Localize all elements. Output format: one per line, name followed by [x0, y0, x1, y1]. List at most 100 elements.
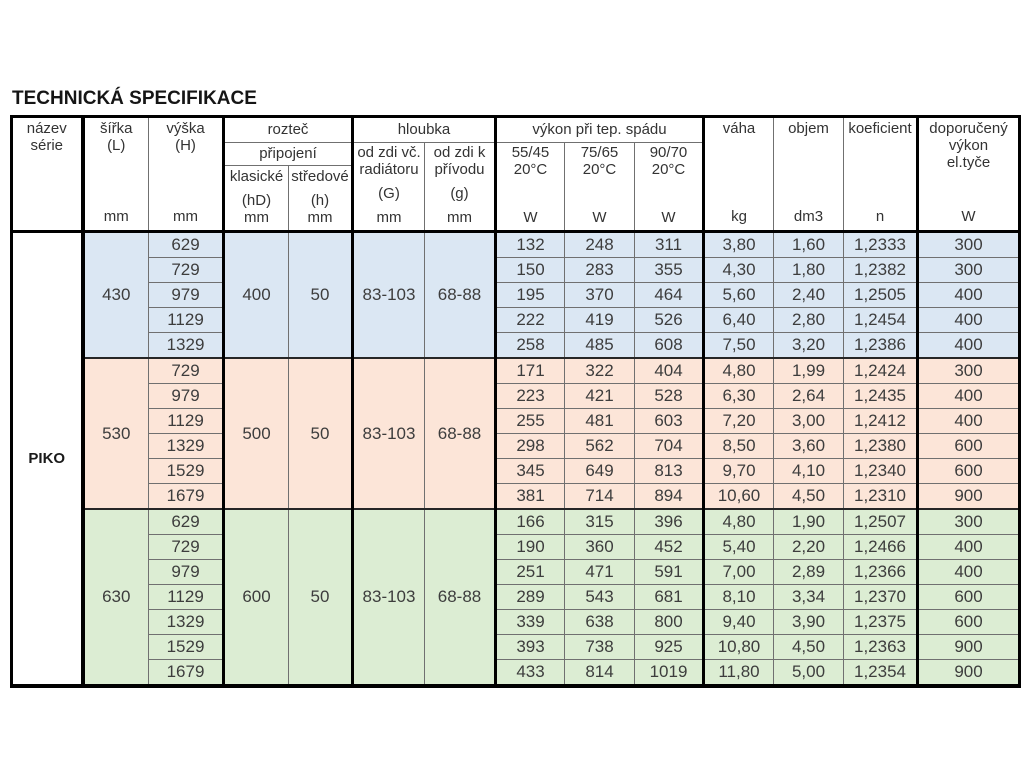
pitch-classic-cell: 600 — [223, 508, 289, 687]
volume-cell: 3,90 — [773, 609, 844, 635]
height-cell: 729 — [148, 357, 225, 384]
height-cell: 729 — [148, 534, 225, 560]
col-header-depth-incl-line2: radiátoru — [359, 160, 419, 178]
power-75-65-cell: 814 — [564, 659, 635, 687]
power-75-65-cell: 322 — [564, 357, 635, 384]
col-header-width-label: šířka — [99, 120, 133, 137]
power-75-65-cell: 248 — [564, 230, 635, 258]
coefficient-cell: 1,2333 — [843, 230, 919, 258]
page-title: TECHNICKÁ SPECIFIKACE — [12, 88, 257, 109]
volume-cell: 5,00 — [773, 659, 844, 687]
depth-supply-cell: 68-88 — [424, 230, 497, 359]
power-55-45-cell: 345 — [495, 458, 565, 484]
power-90-70-cell: 404 — [634, 357, 705, 384]
height-cell: 1329 — [148, 433, 225, 459]
recommended-power-cell: 400 — [917, 408, 1020, 434]
power-90-70-cell: 591 — [634, 559, 705, 585]
table-row: 1129 255 481 603 7,20 3,00 1,2412 400 — [12, 408, 1020, 434]
recommended-power-cell: 900 — [917, 483, 1020, 510]
col-header-power-90-70-line2: 20°C — [651, 160, 686, 178]
volume-cell: 2,64 — [773, 383, 844, 409]
power-55-45-cell: 190 — [495, 534, 565, 560]
weight-cell: 9,70 — [703, 458, 774, 484]
coefficient-cell: 1,2466 — [843, 534, 919, 560]
col-header-depth-supply-sub: (g) — [450, 184, 469, 202]
col-header-width: šířka (L) mm — [82, 116, 149, 232]
power-90-70-cell: 800 — [634, 609, 705, 635]
spec-table-body: PIKO 430 629 400 50 83-103 68-88 132 248 311 3,80 1… — [11, 230, 1020, 687]
power-75-65-cell: 714 — [564, 483, 635, 510]
col-header-recommended-line1: doporučený — [929, 120, 1008, 137]
pitch-classic-cell: 500 — [223, 357, 289, 510]
weight-cell: 5,60 — [703, 282, 774, 308]
width-cell: 630 — [82, 508, 149, 687]
table-row: 1129 222 419 526 6,40 2,80 1,2454 400 — [12, 307, 1020, 333]
pitch-central-cell: 50 — [288, 230, 354, 359]
volume-cell: 4,50 — [773, 634, 844, 660]
power-55-45-cell: 171 — [495, 357, 565, 384]
table-row: 630 629 600 50 83-103 68-88 166 315 396 4,80 1,90 1… — [12, 508, 1020, 687]
coefficient-cell: 1,2375 — [843, 609, 919, 635]
power-55-45-cell: 298 — [495, 433, 565, 459]
power-90-70-cell: 1019 — [634, 659, 705, 687]
power-75-65-cell: 471 — [564, 559, 635, 585]
width-cell: 530 — [82, 357, 149, 510]
table-row: 1679 381 714 894 10,60 4,50 1,2310 900 — [12, 483, 1020, 510]
coefficient-cell: 1,2310 — [843, 483, 919, 510]
coefficient-cell: 1,2363 — [843, 634, 919, 660]
coefficient-cell: 1,2370 — [843, 584, 919, 610]
height-cell: 1329 — [148, 332, 225, 359]
volume-cell: 3,20 — [773, 332, 844, 359]
volume-cell: 2,40 — [773, 282, 844, 308]
recommended-power-cell: 900 — [917, 634, 1020, 660]
col-header-power-90-70: 90/70 20°C W — [634, 142, 705, 232]
power-90-70-cell: 311 — [634, 230, 705, 258]
volume-cell: 3,34 — [773, 584, 844, 610]
weight-cell: 3,80 — [703, 230, 774, 258]
height-cell: 629 — [148, 230, 225, 258]
table-row: PIKO 430 629 400 50 83-103 68-88 132 248 311 3,80 1… — [11, 230, 1020, 687]
coefficient-cell: 1,2382 — [843, 257, 919, 283]
col-header-depth-supply-line2: přívodu — [434, 160, 485, 178]
recommended-power-cell: 300 — [917, 230, 1020, 258]
table-row: 1129 289 543 681 8,10 3,34 1,2370 600 — [12, 584, 1020, 610]
table-row: 1329 298 562 704 8,50 3,60 1,2380 600 — [12, 433, 1020, 459]
col-header-volume-label: objem — [788, 120, 829, 137]
col-header-volume-unit: dm3 — [793, 208, 824, 226]
volume-cell: 1,99 — [773, 357, 844, 384]
col-header-pitch-classic-label: klasické — [229, 168, 284, 185]
power-55-45-cell: 166 — [495, 508, 565, 535]
volume-cell: 2,20 — [773, 534, 844, 560]
recommended-power-cell: 600 — [917, 584, 1020, 610]
power-90-70-cell: 813 — [634, 458, 705, 484]
power-55-45-cell: 258 — [495, 332, 565, 359]
col-header-series-line1: název — [26, 120, 67, 137]
power-75-65-cell: 543 — [564, 584, 635, 610]
group-header-power: výkon při tep. spádu — [495, 116, 705, 143]
col-header-series: název série — [11, 116, 85, 232]
height-cell: 1679 — [148, 659, 225, 687]
power-75-65-cell: 419 — [564, 307, 635, 333]
series-name-cell: PIKO — [11, 230, 85, 687]
table-row: 729 190 360 452 5,40 2,20 1,2466 400 — [12, 534, 1020, 560]
coefficient-cell: 1,2435 — [843, 383, 919, 409]
power-90-70-cell: 355 — [634, 257, 705, 283]
col-header-coefficient-label: koeficient — [848, 120, 912, 137]
power-75-65-cell: 315 — [564, 508, 635, 535]
weight-cell: 4,80 — [703, 508, 774, 535]
col-header-height-sub: (H) — [175, 136, 196, 154]
weight-cell: 7,20 — [703, 408, 774, 434]
power-90-70-cell: 464 — [634, 282, 705, 308]
weight-cell: 6,30 — [703, 383, 774, 409]
recommended-power-cell: 600 — [917, 458, 1020, 484]
volume-cell: 2,89 — [773, 559, 844, 585]
col-header-series-line2: série — [30, 136, 63, 154]
col-header-power-75-65-line1: 75/65 — [580, 144, 619, 161]
table-row: 1329 258 485 608 7,50 3,20 1,2386 400 — [12, 332, 1020, 359]
weight-cell: 8,10 — [703, 584, 774, 610]
recommended-power-cell: 600 — [917, 609, 1020, 635]
recommended-power-cell: 400 — [917, 307, 1020, 333]
recommended-power-cell: 600 — [917, 433, 1020, 459]
volume-cell: 4,10 — [773, 458, 844, 484]
depth-incl-cell: 83-103 — [352, 230, 425, 359]
